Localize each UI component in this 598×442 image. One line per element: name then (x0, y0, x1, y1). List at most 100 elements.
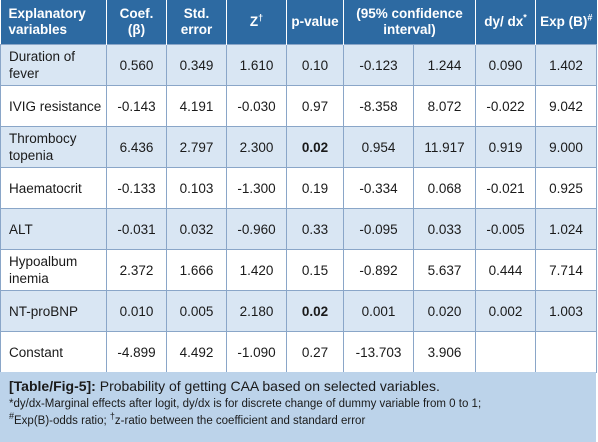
header-coef: Coef. (β) (106, 0, 167, 45)
table-row: IVIG resistance -0.143 4.191 -0.030 0.97 -8.3… (0, 85, 597, 127)
p-value-cell: 0.02 (286, 290, 344, 332)
coef-cell: -0.031 (106, 208, 167, 250)
caption-note-sup-hash: # (9, 411, 15, 422)
ci-lower-cell: -8.358 (343, 85, 414, 127)
ci-lower-cell: -13.703 (343, 331, 414, 373)
header-dydx-label: dy/ dx (484, 14, 524, 29)
coef-cell: -0.133 (106, 167, 167, 209)
caption-note-exp: Exp(B)-odds ratio; (14, 415, 110, 427)
ci-lower-cell: -0.123 (343, 44, 414, 86)
std-error-cell: 0.349 (166, 44, 227, 86)
exp-b-cell: 7.714 (535, 249, 597, 291)
caption-title: [Table/Fig-5]: Probability of getting CA… (9, 377, 586, 395)
caption-note-1: *dy/dx-Marginal effects after logit, dy/… (9, 398, 482, 410)
header-dydx: dy/ dx* (475, 0, 536, 45)
coef-cell: -4.899 (106, 331, 167, 373)
variable-name-cell: Haematocrit (0, 167, 107, 209)
p-value-cell: 0.33 (286, 208, 344, 250)
z-cell: 2.180 (226, 290, 287, 332)
std-error-cell: 0.005 (166, 290, 227, 332)
ci-lower-cell: 0.954 (343, 126, 414, 168)
exp-b-cell: 9.000 (535, 126, 597, 168)
z-cell: 1.420 (226, 249, 287, 291)
ci-upper-cell: 3.906 (413, 331, 476, 373)
dydx-cell: 0.002 (475, 290, 536, 332)
table-caption: [Table/Fig-5]: Probability of getting CA… (0, 372, 596, 442)
table-row: Hypoalbum inemia 2.372 1.666 1.420 0.15 -0.89… (0, 249, 597, 291)
variable-name-cell: Hypoalbum inemia (0, 249, 107, 291)
header-exp-b: Exp (B)# (535, 0, 597, 45)
z-cell: -1.090 (226, 331, 287, 373)
header-confidence-interval: (95% confidence interval) (343, 0, 476, 45)
ci-upper-cell: 0.033 (413, 208, 476, 250)
ci-upper-cell: 8.072 (413, 85, 476, 127)
header-z-label: Z (249, 14, 259, 29)
p-value-cell: 0.97 (286, 85, 344, 127)
coef-cell: 6.436 (106, 126, 167, 168)
z-cell: 2.300 (226, 126, 287, 168)
variable-name-cell: Constant (0, 331, 107, 373)
z-cell: -0.030 (226, 85, 287, 127)
table-row: Thrombocy topenia 6.436 2.797 2.300 0.02 0.95… (0, 126, 597, 168)
header-row: Explanatory variables Coef. (β) Std. err… (0, 0, 597, 45)
header-dydx-sup: * (523, 12, 527, 23)
ci-upper-cell: 11.917 (413, 126, 476, 168)
variable-name-cell: Duration of fever (0, 44, 107, 86)
ci-upper-cell: 5.637 (413, 249, 476, 291)
exp-b-cell: 1.402 (535, 44, 597, 86)
dydx-cell: -0.005 (475, 208, 536, 250)
exp-b-cell: 1.024 (535, 208, 597, 250)
ci-lower-cell: -0.334 (343, 167, 414, 209)
dydx-cell: 0.919 (475, 126, 536, 168)
caption-note-sup-dagger: † (109, 411, 115, 422)
std-error-cell: 1.666 (166, 249, 227, 291)
table-row: NT-proBNP 0.010 0.005 2.180 0.02 0.001 0.020 0.… (0, 290, 597, 332)
z-cell: -1.300 (226, 167, 287, 209)
caption-label: [Table/Fig-5]: (9, 378, 96, 394)
exp-b-cell: 1.003 (535, 290, 597, 332)
table-row: Constant -4.899 4.492 -1.090 0.27 -13.703 3.90… (0, 331, 597, 373)
results-table: Explanatory variables Coef. (β) Std. err… (0, 0, 597, 373)
dydx-cell (475, 331, 536, 373)
z-cell: 1.610 (226, 44, 287, 86)
coef-cell: 0.010 (106, 290, 167, 332)
dydx-cell: 0.444 (475, 249, 536, 291)
variable-name-cell: Thrombocy topenia (0, 126, 107, 168)
dydx-cell: -0.022 (475, 85, 536, 127)
std-error-cell: 2.797 (166, 126, 227, 168)
dydx-cell: -0.021 (475, 167, 536, 209)
ci-upper-cell: 0.020 (413, 290, 476, 332)
header-p-value: p-value (286, 0, 344, 45)
header-z-sup: † (258, 12, 264, 23)
ci-upper-cell: 1.244 (413, 44, 476, 86)
exp-b-cell: 9.042 (535, 85, 597, 127)
variable-name-cell: IVIG resistance (0, 85, 107, 127)
caption-title-text: Probability of getting CAA based on sele… (99, 378, 440, 394)
coef-cell: 2.372 (106, 249, 167, 291)
ci-lower-cell: -0.095 (343, 208, 414, 250)
header-exp-label: Exp (B) (540, 14, 588, 29)
table-row: Duration of fever 0.560 0.349 1.610 0.10 -0.1… (0, 44, 597, 86)
exp-b-cell (535, 331, 597, 373)
header-z: Z† (226, 0, 287, 45)
p-value-cell: 0.10 (286, 44, 344, 86)
std-error-cell: 4.191 (166, 85, 227, 127)
caption-note-2: #Exp(B)-odds ratio; †z-ratio between the… (9, 411, 586, 429)
ci-upper-cell: 0.068 (413, 167, 476, 209)
ci-lower-cell: -0.892 (343, 249, 414, 291)
caption-note-z: z-ratio between the coefficient and stan… (114, 415, 366, 427)
std-error-cell: 0.032 (166, 208, 227, 250)
table-row: ALT -0.031 0.032 -0.960 0.33 -0.095 0.033 -0.00… (0, 208, 597, 250)
coef-cell: 0.560 (106, 44, 167, 86)
header-std-error: Std. error (166, 0, 227, 45)
table-row: Haematocrit -0.133 0.103 -1.300 0.19 -0.334 0.… (0, 167, 597, 209)
dydx-cell: 0.090 (475, 44, 536, 86)
p-value-cell: 0.15 (286, 249, 344, 291)
ci-lower-cell: 0.001 (343, 290, 414, 332)
header-variable: Explanatory variables (0, 0, 107, 45)
variable-name-cell: ALT (0, 208, 107, 250)
std-error-cell: 0.103 (166, 167, 227, 209)
p-value-cell: 0.27 (286, 331, 344, 373)
p-value-cell: 0.02 (286, 126, 344, 168)
